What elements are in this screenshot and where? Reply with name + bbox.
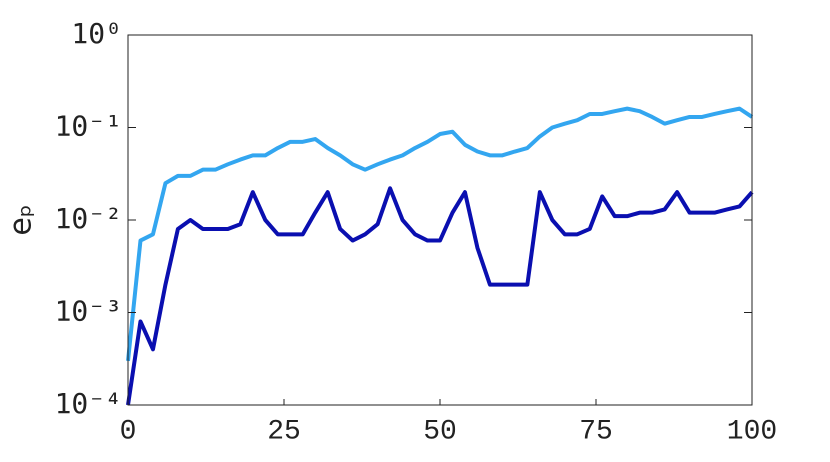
x-tick-label: 25 <box>267 416 301 447</box>
y-tick-label: 10⁻¹ <box>55 110 122 143</box>
y-tick-label: 10⁰ <box>71 17 122 50</box>
y-tick-label: 10⁻⁴ <box>55 387 122 420</box>
y-tick-label: 10⁻³ <box>55 295 122 328</box>
x-tick-label: 75 <box>579 416 613 447</box>
x-tick-label: 100 <box>727 416 777 447</box>
data-line <box>126 106 754 362</box>
plot-frame <box>127 34 753 406</box>
x-tick-label: 0 <box>120 416 137 447</box>
y-tick-label: 10⁻² <box>55 202 122 235</box>
x-tick-label: 50 <box>423 416 457 447</box>
y-axis-label: eₚ <box>4 204 39 235</box>
data-line <box>126 186 754 406</box>
